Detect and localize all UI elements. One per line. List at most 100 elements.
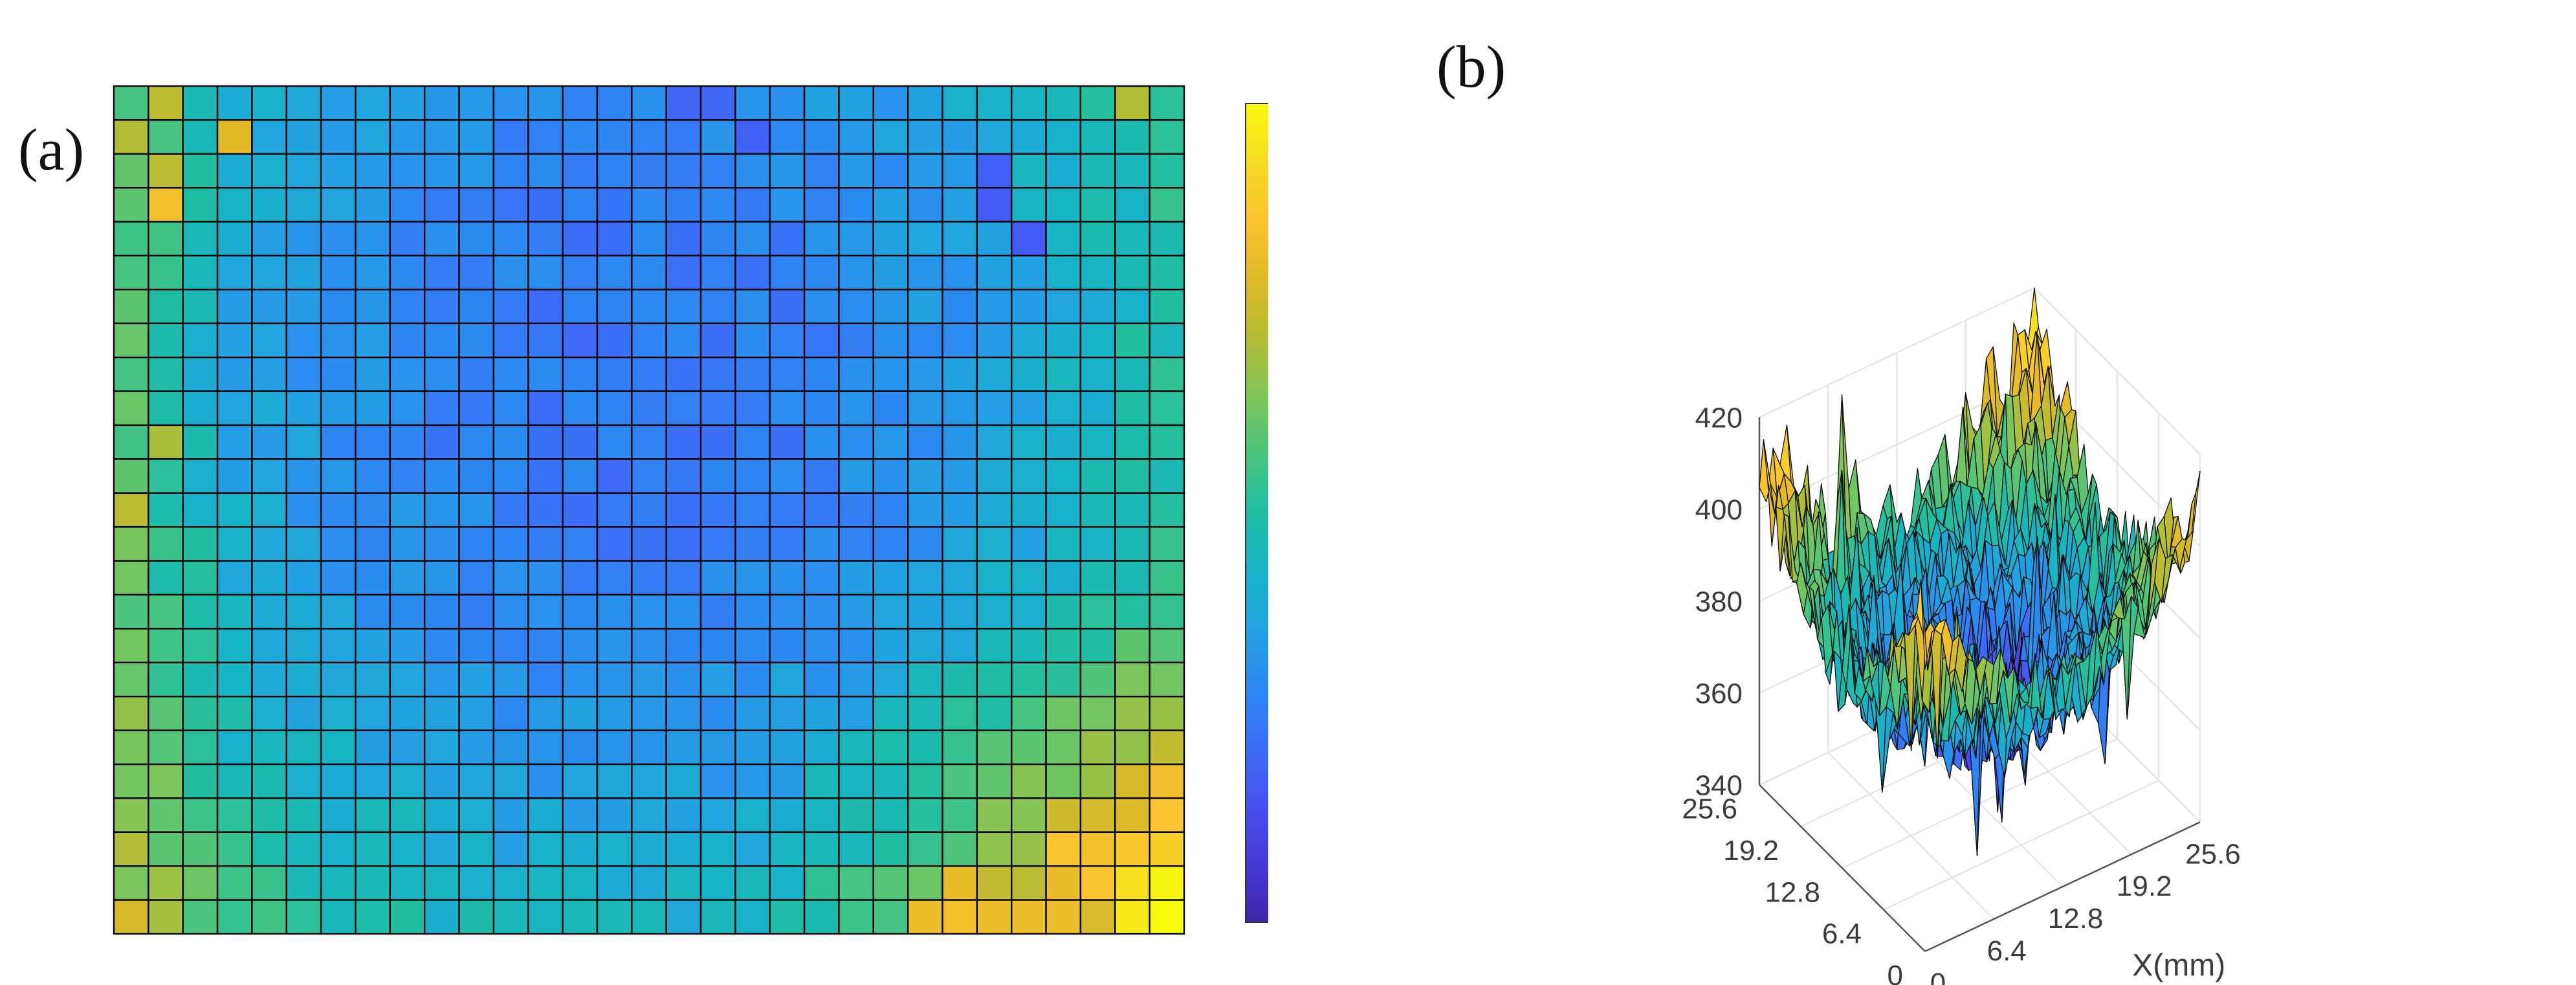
heatmap-cell [562, 593, 599, 630]
heatmap-cell [1149, 899, 1185, 935]
heatmap-cell [803, 221, 840, 257]
heatmap-cell [527, 899, 564, 935]
heatmap-cell [1045, 593, 1082, 630]
heatmap-cell [355, 695, 391, 731]
heatmap-cell [389, 661, 426, 698]
heatmap-cell [1114, 289, 1150, 324]
heatmap-cell [251, 492, 287, 528]
heatmap-cell [458, 153, 495, 189]
heatmap-cell [976, 763, 1013, 799]
heatmap-cell [1011, 729, 1047, 766]
heatmap-cell [872, 492, 909, 528]
heatmap-cell [458, 85, 495, 121]
heatmap-cell [1079, 899, 1116, 935]
heatmap-cell [699, 526, 736, 562]
heatmap-cell [389, 492, 426, 528]
heatmap-cell [423, 695, 460, 731]
heatmap-cell [1045, 424, 1082, 460]
heatmap-cell [665, 831, 702, 867]
heatmap-cell [527, 695, 564, 731]
heatmap-cell [1079, 763, 1116, 799]
heatmap-cell [113, 254, 149, 291]
heatmap-cell [976, 85, 1013, 121]
heatmap-cell [665, 357, 702, 392]
heatmap-cell [562, 560, 599, 596]
heatmap-cell [1149, 85, 1185, 121]
heatmap-cell [1045, 492, 1082, 528]
heatmap-cell [1149, 560, 1185, 596]
heatmap-cell [527, 526, 564, 562]
heatmap-cell [182, 797, 219, 834]
heatmap-cell [182, 661, 219, 698]
heatmap-cell [1149, 797, 1185, 834]
heatmap-cell [941, 390, 978, 426]
heatmap-cell [423, 899, 460, 935]
heatmap-cell [769, 865, 806, 901]
heatmap-cell [1149, 458, 1185, 494]
heatmap-cell [596, 661, 633, 698]
heatmap-cell [665, 289, 702, 324]
heatmap-cell [423, 729, 460, 766]
heatmap-cell [216, 424, 253, 460]
heatmap-cell [699, 221, 736, 257]
heatmap-cell [1045, 628, 1082, 664]
heatmap-cell [596, 357, 633, 392]
colorbar: 350360370380390400410 [1245, 103, 1268, 923]
heatmap-cell [976, 695, 1013, 731]
heatmap-cell [148, 424, 184, 460]
heatmap-cell [699, 424, 736, 460]
heatmap-cell [492, 390, 529, 426]
heatmap-cell [320, 797, 357, 834]
y-tick-label: 12.8 [1765, 876, 1820, 908]
heatmap-cell [769, 254, 806, 291]
heatmap-panel: (a) 350360370380390400410 [0, 0, 1268, 985]
heatmap-cell [527, 254, 564, 291]
heatmap-cell [458, 390, 495, 426]
heatmap-cell [216, 390, 253, 426]
heatmap-cell [631, 357, 667, 392]
heatmap-cell [1011, 458, 1047, 494]
panel-label-b: (b) [1437, 34, 1506, 100]
heatmap-cell [838, 254, 874, 291]
heatmap-cell [113, 187, 149, 223]
heatmap-cell [699, 797, 736, 834]
heatmap-cell [872, 661, 909, 698]
heatmap-cell [769, 187, 806, 223]
heatmap-cell [1149, 492, 1185, 528]
heatmap-cell [1114, 254, 1150, 291]
heatmap-cell [1045, 254, 1082, 291]
surface-chart: 06.412.819.225.606.412.819.225.634036038… [1639, 287, 2241, 985]
heatmap-cell [872, 797, 909, 834]
heatmap-cell [562, 85, 599, 121]
heatmap-cell [699, 492, 736, 528]
heatmap-cell [838, 85, 874, 121]
heatmap-cell [389, 85, 426, 121]
heatmap-cell [838, 424, 874, 460]
heatmap-cell [1149, 661, 1185, 698]
heatmap-cell [769, 526, 806, 562]
heatmap-cell [1079, 187, 1116, 223]
heatmap-cell [1045, 357, 1082, 392]
heatmap-cell [562, 492, 599, 528]
heatmap-cell [492, 289, 529, 324]
heatmap-cell [355, 763, 391, 799]
heatmap-cell [1079, 254, 1116, 291]
heatmap-cell [182, 628, 219, 664]
heatmap-cell [527, 560, 564, 596]
heatmap-cell [1114, 390, 1150, 426]
heatmap-cell [699, 763, 736, 799]
heatmap-cell [872, 899, 909, 935]
heatmap-cell [1045, 729, 1082, 766]
heatmap-cell [734, 593, 771, 630]
heatmap-cell [1011, 289, 1047, 324]
heatmap-cell [355, 729, 391, 766]
heatmap-cell [665, 153, 702, 189]
heatmap-cell [596, 153, 633, 189]
heatmap-cell [1114, 661, 1150, 698]
heatmap-cell [699, 695, 736, 731]
heatmap-cell [285, 458, 322, 494]
heatmap-cell [1149, 322, 1185, 359]
heatmap-cell [838, 831, 874, 867]
heatmap-cell [631, 390, 667, 426]
heatmap-cell [251, 187, 287, 223]
